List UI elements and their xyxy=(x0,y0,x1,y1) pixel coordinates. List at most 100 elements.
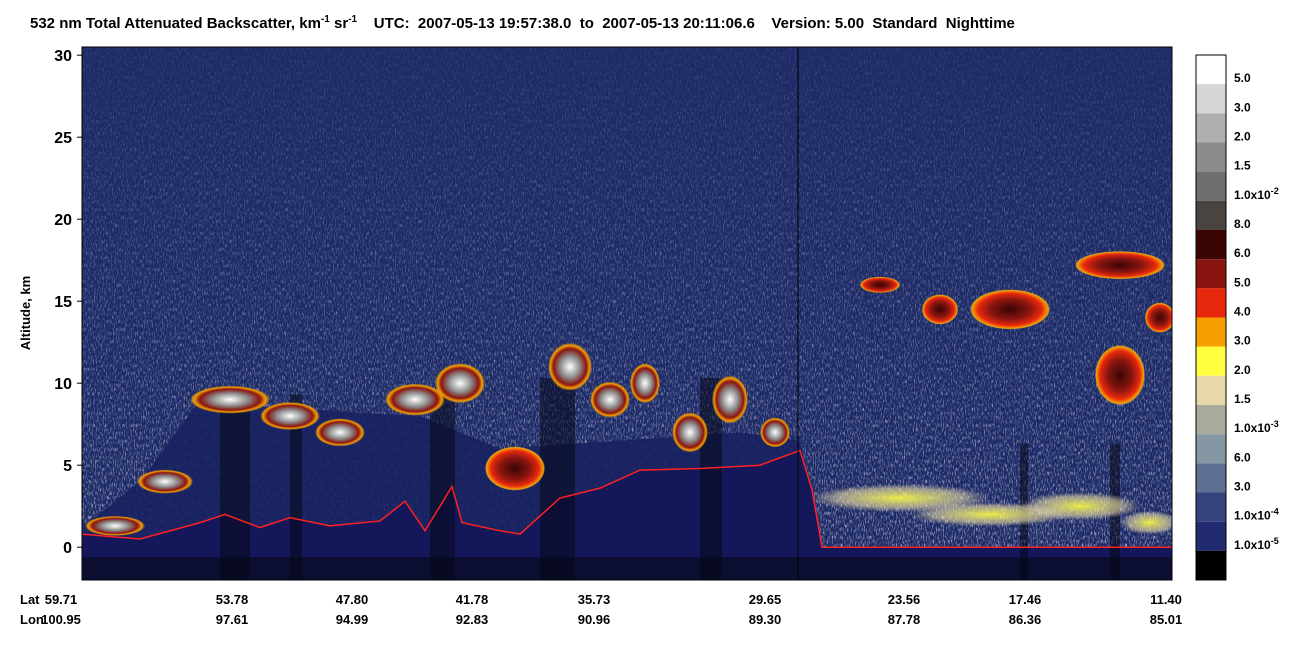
cloud xyxy=(1095,345,1145,405)
cloud xyxy=(860,276,900,293)
cloud xyxy=(672,412,708,453)
x-tick-label: 97.61 xyxy=(216,612,249,627)
x-tick-label: 90.96 xyxy=(578,612,611,627)
title-part: UTC: 2007-05-13 19:57:38.0 to 2007-05-13… xyxy=(357,15,1015,32)
colorbar-label: 1.0x10-2 xyxy=(1234,186,1279,202)
colorbar-label-exponent: -5 xyxy=(1271,536,1279,546)
curtain-image xyxy=(82,47,1172,580)
cloud xyxy=(435,363,485,404)
colorbar-swatch xyxy=(1196,200,1226,230)
colorbar-label-exponent: -2 xyxy=(1271,186,1279,196)
colorbar-swatch xyxy=(1196,55,1226,85)
colorbar-swatch xyxy=(1196,317,1226,347)
colorbar-label: 5.0 xyxy=(1234,71,1251,85)
attenuated-column xyxy=(540,378,575,580)
colorbar-frame xyxy=(1195,54,1227,581)
cloud xyxy=(922,294,958,325)
colorbar-swatch xyxy=(1196,346,1226,376)
cloud xyxy=(190,385,270,414)
x-tick-label: 11.40 xyxy=(1150,592,1182,607)
colorbar-label: 6.0 xyxy=(1234,450,1251,464)
cloud xyxy=(712,375,748,424)
cloud xyxy=(1075,251,1165,280)
y-tick-label: 30 xyxy=(54,48,72,65)
colorbar-label-text: 6.0 xyxy=(1234,246,1251,260)
colorbar-swatch xyxy=(1196,171,1226,201)
y-tick-label: 0 xyxy=(63,540,72,557)
colorbar-label: 8.0 xyxy=(1234,217,1251,231)
y-axis-label: Altitude, km xyxy=(18,276,33,350)
cloud xyxy=(260,402,320,430)
cloud xyxy=(385,383,445,416)
colorbar-swatch xyxy=(1196,492,1226,522)
colorbar-label-text: 4.0 xyxy=(1234,305,1251,319)
colorbar-label: 3.0 xyxy=(1234,480,1251,494)
cloud xyxy=(85,515,145,536)
colorbar-label: 1.0x10-5 xyxy=(1234,536,1279,552)
y-tick-label: 10 xyxy=(54,376,72,393)
x-tick-label: 23.56 xyxy=(888,592,921,607)
x-tick-label: 35.73 xyxy=(578,592,611,607)
colorbar-label: 1.5 xyxy=(1234,159,1251,173)
x-row-name: Lon xyxy=(20,612,44,627)
y-tick-label: 5 xyxy=(63,458,72,475)
x-tick-label: 29.65 xyxy=(749,592,782,607)
x-tick-label: 92.83 xyxy=(456,612,489,627)
colorbar-label-text: 8.0 xyxy=(1234,217,1251,231)
cloud xyxy=(485,446,545,491)
colorbar-label-text: 1.0x10 xyxy=(1234,188,1271,202)
title-part: -1 xyxy=(321,14,330,25)
colorbar-label-text: 5.0 xyxy=(1234,71,1251,85)
title-part: -1 xyxy=(348,14,357,25)
colorbar-label: 2.0 xyxy=(1234,130,1251,144)
colorbar-label: 1.0x10-4 xyxy=(1234,507,1279,523)
x-tick-label: 94.99 xyxy=(336,612,369,627)
colorbar-swatch xyxy=(1196,463,1226,493)
colorbar-label: 2.0 xyxy=(1234,363,1251,377)
colorbar-label-exponent: -4 xyxy=(1271,507,1279,517)
colorbar-swatch xyxy=(1196,375,1226,405)
colorbar-label-text: 2.0 xyxy=(1234,130,1251,144)
colorbar-label: 3.0 xyxy=(1234,334,1251,348)
colorbar-label-text: 1.5 xyxy=(1234,392,1251,406)
colorbar-label-text: 1.0x10 xyxy=(1234,509,1271,523)
cloud xyxy=(315,418,365,447)
x-tick-label: 17.46 xyxy=(1009,592,1042,607)
colorbar-swatch xyxy=(1196,521,1226,551)
colorbar-swatch xyxy=(1196,550,1226,580)
colorbar-label-text: 5.0 xyxy=(1234,275,1251,289)
x-tick-label: 59.71 xyxy=(45,592,78,607)
subsurface xyxy=(82,557,1172,580)
x-tick-label: 86.36 xyxy=(1009,612,1042,627)
x-tick-label: 53.78 xyxy=(216,592,249,607)
colorbar-swatch xyxy=(1196,113,1226,143)
cloud xyxy=(590,381,630,418)
colorbar-swatch xyxy=(1196,142,1226,172)
x-tick-label: 100.95 xyxy=(41,612,81,627)
x-tick-label: 89.30 xyxy=(749,612,782,627)
colorbar-label: 1.0x10-3 xyxy=(1234,419,1279,435)
colorbar-label-text: 1.0x10 xyxy=(1234,421,1271,435)
colorbar-label: 4.0 xyxy=(1234,305,1251,319)
colorbar-label-text: 3.0 xyxy=(1234,100,1251,114)
x-tick-label: 85.01 xyxy=(1150,612,1183,627)
x-row-name: Lat xyxy=(20,592,40,607)
colorbar-label-text: 2.0 xyxy=(1234,363,1251,377)
cloud xyxy=(970,289,1050,330)
y-tick-label: 25 xyxy=(54,130,72,147)
aerosol-plume xyxy=(1020,492,1140,521)
colorbar-swatch xyxy=(1196,405,1226,435)
colorbar-label: 1.5 xyxy=(1234,392,1251,406)
colorbar-label-exponent: -3 xyxy=(1271,419,1279,429)
y-tick-label: 15 xyxy=(54,294,72,311)
cloud xyxy=(760,417,790,448)
colorbar-label-text: 6.0 xyxy=(1234,450,1251,464)
cloud xyxy=(548,342,592,391)
attenuated-column xyxy=(290,394,302,580)
colorbar-swatch xyxy=(1196,288,1226,318)
colorbar-swatch xyxy=(1196,434,1226,464)
title-part: 532 nm Total Attenuated Backscatter, km xyxy=(30,15,321,32)
title-part: sr xyxy=(330,15,349,32)
